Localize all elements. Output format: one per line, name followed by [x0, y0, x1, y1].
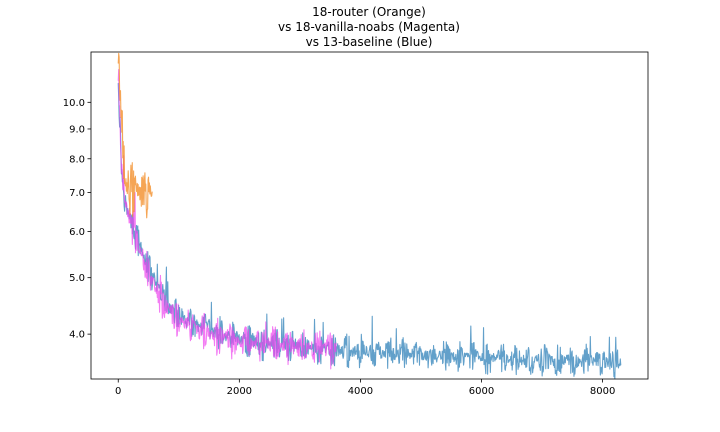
series-line-1 [117, 82, 622, 380]
y-tick-label: 6.0 [69, 227, 85, 238]
plot-area-frame [90, 51, 649, 380]
y-tick-label: 9.0 [69, 124, 85, 135]
chart-title-line-1: 18-router (Orange) [312, 5, 426, 19]
chart-title: 18-router (Orange) vs 18-vanilla-noabs (… [278, 5, 460, 49]
x-tick-label: 2000 [227, 386, 252, 397]
chart-title-line-2: vs 18-vanilla-noabs (Magenta) [278, 20, 460, 34]
x-tick-label: 0 [115, 386, 121, 397]
y-tick-label: 5.0 [69, 273, 85, 284]
y-tick-label: 10.0 [63, 98, 85, 109]
chart-title-line-3: vs 13-baseline (Blue) [306, 35, 433, 49]
x-tick-label: 8000 [590, 386, 615, 397]
x-tick-label: 6000 [469, 386, 494, 397]
x-axis: 0 2000 4000 6000 8000 [115, 379, 615, 397]
series-lines [117, 52, 622, 380]
y-tick-label: 7.0 [69, 188, 85, 199]
y-tick-label: 4.0 [69, 330, 85, 341]
series-line-3 [117, 52, 153, 219]
y-axis: 4.0 5.0 6.0 7.0 8.0 9.0 10.0 [63, 98, 91, 341]
series-line-2 [117, 68, 337, 370]
y-tick-label: 8.0 [69, 154, 85, 165]
x-tick-label: 4000 [348, 386, 373, 397]
